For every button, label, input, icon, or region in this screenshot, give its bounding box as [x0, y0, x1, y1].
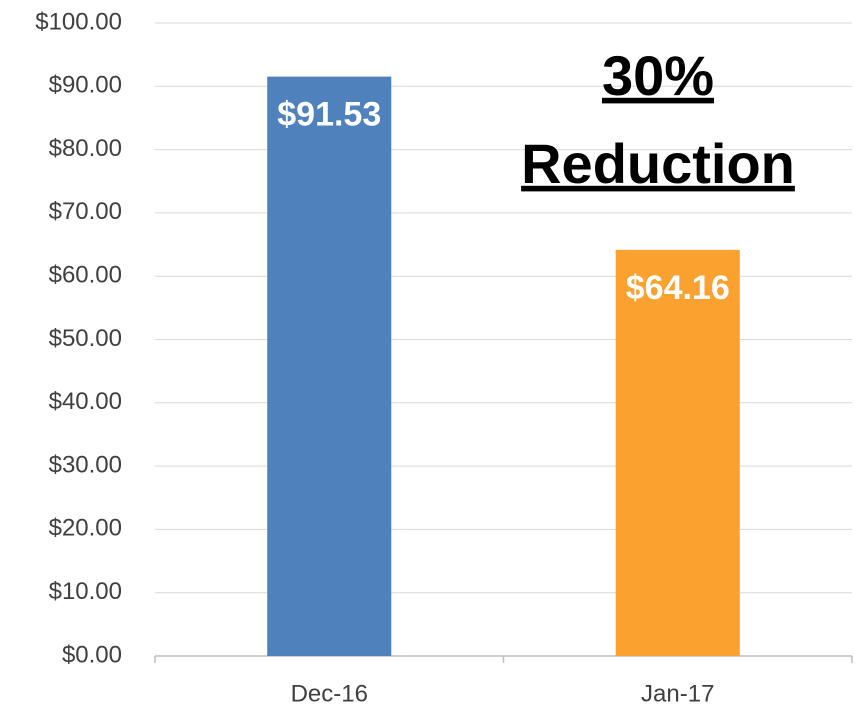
y-tick-label: $90.00: [49, 72, 122, 99]
y-tick-label: $0.00: [62, 641, 122, 668]
y-tick-label: $50.00: [49, 325, 122, 352]
data-label: $64.16: [626, 269, 730, 307]
y-tick-label: $10.00: [49, 578, 122, 605]
y-tick-label: $30.00: [49, 451, 122, 478]
annotation: 30%: [602, 44, 714, 107]
y-tick-label: $40.00: [49, 388, 122, 415]
x-tick-label: Jan-17: [641, 680, 714, 707]
y-tick-label: $70.00: [49, 198, 122, 225]
y-tick-label: $20.00: [49, 515, 122, 542]
bar: [267, 76, 392, 656]
y-tick-label: $60.00: [49, 262, 122, 289]
annotation: Reduction: [521, 132, 795, 195]
x-tick-label: Dec-16: [291, 680, 368, 707]
y-tick-label: $80.00: [49, 135, 122, 162]
bar: [615, 249, 740, 657]
data-label: $91.53: [277, 96, 381, 134]
y-tick-label: $100.00: [35, 8, 122, 35]
